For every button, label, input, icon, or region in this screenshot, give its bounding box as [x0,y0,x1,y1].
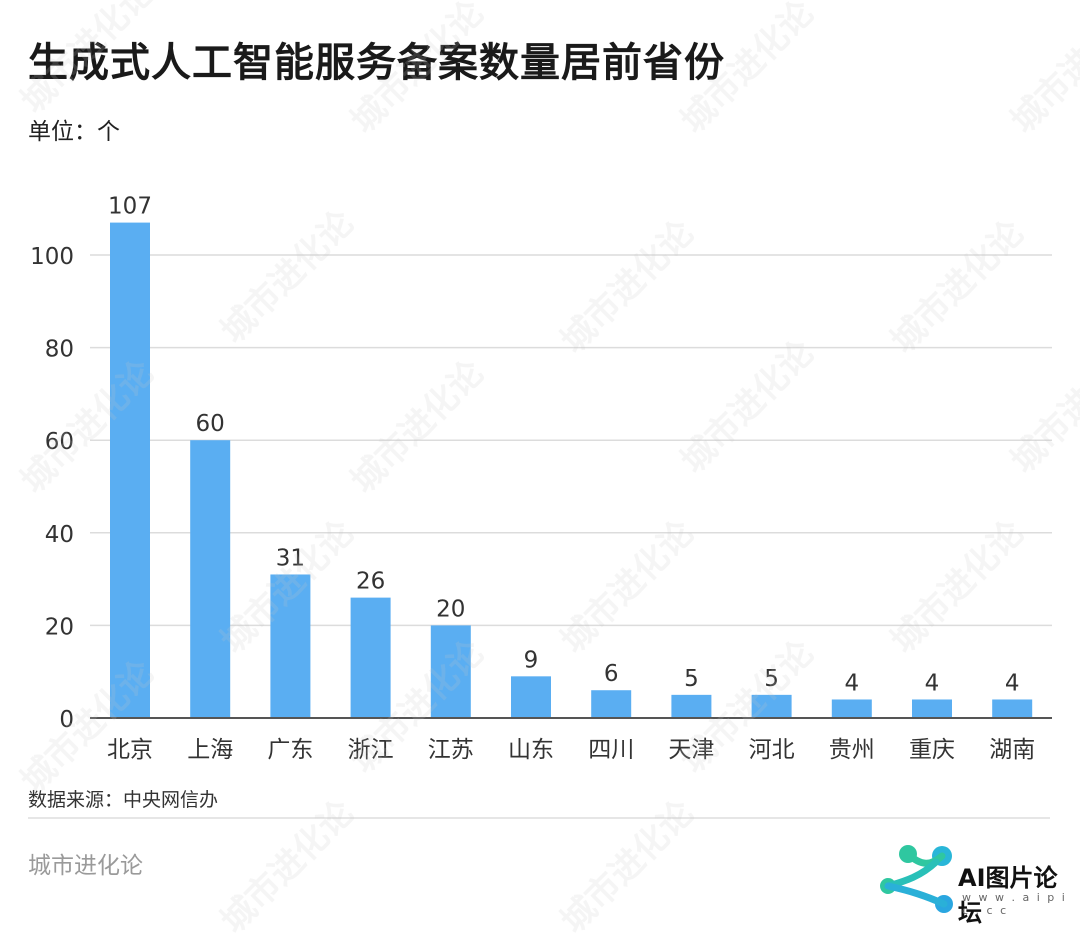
unit-label: 单位：个 [28,119,120,145]
watermark: 城市进化论 [213,792,362,942]
data-label: 4 [844,670,859,696]
x-tick-label: 北京 [107,737,153,763]
x-tick-label: 上海 [187,737,233,763]
y-tick-label: 80 [45,337,74,363]
bar [992,699,1033,718]
x-tick-label: 湖南 [989,737,1035,763]
x-tick-label: 山东 [508,737,554,763]
x-tick-label: 江苏 [428,737,474,763]
y-tick-label: 40 [45,522,74,548]
data-label: 107 [108,194,152,220]
data-label: 4 [925,670,940,696]
bar [270,574,311,718]
logo-icon [880,845,953,913]
footer-divider [28,817,1050,819]
data-label: 60 [196,411,225,437]
bar [912,699,952,718]
x-tick-label: 天津 [668,737,714,763]
brand-name: 城市进化论 [28,853,143,879]
bar-chart: 0 20 40 60 80 100 107 60 31 26 20 9 6 5 5 4 4 4 北京 上海 广东 浙江… [30,194,1052,763]
data-label: 5 [684,666,699,692]
bar [190,440,231,718]
bar [110,222,150,718]
y-axis: 0 20 40 60 80 100 [30,244,74,733]
bar [511,676,551,718]
chart-title: 生成式人工智能服务备案数量居前省份 [28,40,725,86]
gridlines [90,254,1052,627]
bars: 107 60 31 26 20 9 6 5 5 4 4 4 [108,194,1033,718]
data-label: 5 [764,666,779,692]
logo-url: w w w . a i p i c . c c [962,891,1067,917]
x-tick-label: 河北 [749,737,795,763]
x-tick-label: 四川 [588,737,634,763]
y-tick-label: 0 [59,707,74,733]
data-source: 数据来源：中央网信办 [28,789,219,811]
bar [751,694,792,718]
bar [350,597,391,718]
data-label: 6 [604,661,619,687]
bar [430,625,471,718]
data-label: 31 [276,545,305,571]
y-tick-label: 60 [45,429,74,455]
watermark: 城市进化论 [553,792,702,942]
x-tick-label: 贵州 [829,737,875,763]
y-tick-label: 100 [30,244,74,270]
x-tick-label: 广东 [267,737,313,763]
bar [671,694,712,718]
x-tick-label: 重庆 [909,737,955,763]
data-label: 9 [524,647,539,673]
data-label: 4 [1005,670,1020,696]
y-tick-label: 20 [45,614,74,640]
data-label: 26 [356,569,385,595]
x-axis: 北京 上海 广东 浙江 江苏 山东 四川 天津 河北 贵州 重庆 湖南 [90,717,1052,763]
bar [591,690,632,718]
bar [831,699,872,718]
x-tick-label: 浙江 [348,737,394,763]
data-label: 20 [436,596,465,622]
